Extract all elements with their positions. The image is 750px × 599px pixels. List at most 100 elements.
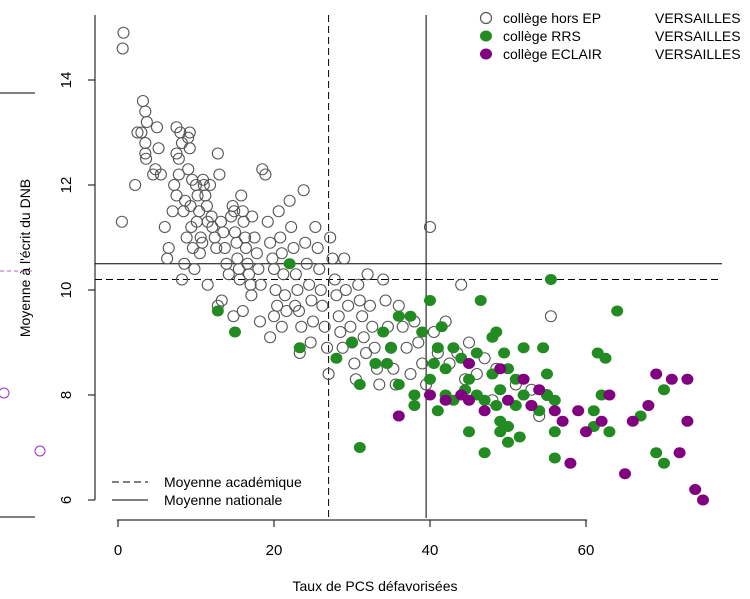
point-eclair-5 (463, 395, 475, 406)
point-hors-ep-99 (276, 248, 287, 259)
point-hors-ep-55 (205, 180, 216, 191)
point-hors-ep-49 (194, 248, 205, 259)
point-hors-ep-62 (215, 216, 226, 227)
point-hors-ep-131 (339, 253, 350, 264)
point-hors-ep-77 (238, 216, 249, 227)
point-hors-ep-70 (230, 227, 241, 238)
point-hors-ep-66 (223, 269, 234, 280)
point-hors-ep-54 (201, 201, 212, 212)
y-tick-label-8: 8 (58, 391, 75, 399)
point-hors-ep-22 (171, 190, 182, 201)
point-rrs-22 (432, 405, 444, 416)
point-hors-ep-140 (357, 311, 368, 322)
point-hors-ep-60 (212, 148, 223, 159)
point-hors-ep-16 (153, 143, 164, 154)
point-eclair-22 (650, 369, 662, 380)
point-hors-ep-115 (308, 316, 319, 327)
point-hors-ep-83 (246, 290, 257, 301)
point-rrs-9 (377, 327, 389, 338)
y-tick-label-14: 14 (58, 72, 75, 89)
point-hors-ep-14 (152, 122, 163, 133)
point-rrs-1 (212, 306, 224, 317)
point-rrs-24 (440, 363, 452, 374)
point-hors-ep-190 (305, 337, 316, 348)
point-hors-ep-144 (364, 300, 375, 311)
point-eclair-7 (494, 363, 506, 374)
point-hors-ep-1 (117, 43, 128, 54)
point-hors-ep-98 (275, 232, 286, 243)
legend-label-rrs: collège RRS (503, 28, 581, 44)
point-hors-ep-100 (278, 269, 289, 280)
point-rrs-58 (545, 274, 557, 285)
point-hors-ep-113 (304, 279, 315, 290)
point-rrs-30 (463, 374, 475, 385)
point-hors-ep-58 (209, 232, 220, 243)
point-eclair-18 (603, 390, 615, 401)
point-hors-ep-75 (236, 190, 247, 201)
point-eclair-27 (689, 484, 701, 495)
point-hors-ep-120 (317, 300, 328, 311)
point-hors-ep-187 (265, 332, 276, 343)
point-hors-ep-72 (232, 253, 243, 264)
legend-label-eclair: collège ECLAIR (503, 46, 602, 62)
point-eclair-26 (681, 416, 693, 427)
point-hors-ep-180 (545, 311, 556, 322)
point-hors-ep-158 (405, 369, 416, 380)
point-hors-ep-86 (251, 248, 262, 259)
point-eclair-15 (572, 405, 584, 416)
point-hors-ep-142 (361, 348, 372, 359)
point-eclair-0 (393, 411, 405, 422)
point-rrs-14 (405, 311, 417, 322)
point-rrs-55 (537, 342, 549, 353)
legend: collège hors EP VERSAILLES collège RRS V… (480, 10, 741, 62)
point-rrs-26 (447, 342, 459, 353)
point-hors-ep-92 (265, 237, 276, 248)
point-rrs-46 (502, 421, 514, 432)
point-eclair-24 (674, 447, 686, 458)
point-rrs-3 (294, 342, 306, 353)
legend-region-hors-ep: VERSAILLES (655, 10, 741, 26)
point-hors-ep-134 (345, 321, 356, 332)
point-hors-ep-192 (269, 311, 280, 322)
point-rrs-67 (603, 426, 615, 437)
point-hors-ep-143 (362, 269, 373, 280)
point-hors-ep-59 (211, 243, 222, 254)
point-rrs-13 (393, 379, 405, 390)
point-rrs-51 (518, 342, 530, 353)
point-hors-ep-21 (169, 180, 180, 191)
legend-region-rrs: VERSAILLES (655, 28, 741, 44)
point-hors-ep-146 (369, 342, 380, 353)
point-rrs-34 (475, 295, 487, 306)
point-hors-ep-79 (240, 243, 251, 254)
point-eclair-13 (557, 416, 569, 427)
point-hors-ep-160 (413, 337, 424, 348)
point-hors-ep-82 (245, 279, 256, 290)
point-hors-ep-148 (374, 379, 385, 390)
point-hors-ep-124 (325, 232, 336, 243)
point-eclair-23 (666, 374, 678, 385)
point-hors-ep-88 (255, 279, 266, 290)
point-hors-ep-138 (353, 279, 364, 290)
point-hors-ep-10 (140, 138, 151, 149)
point-eclair-12 (549, 405, 561, 416)
point-rrs-6 (354, 379, 366, 390)
point-hors-ep-52 (200, 190, 211, 201)
point-rrs-60 (549, 453, 561, 464)
point-rrs-47 (502, 437, 514, 448)
point-hors-ep-64 (219, 243, 230, 254)
point-hors-ep-0 (118, 27, 129, 38)
y-axis-title: Moyenne à l'écrit du DNB (17, 179, 33, 337)
point-hors-ep-31 (181, 232, 192, 243)
point-hors-ep-141 (358, 332, 369, 343)
point-hors-ep-20 (167, 206, 178, 217)
x-tick-label-20: 20 (266, 542, 283, 559)
x-tick-label-40: 40 (422, 542, 439, 559)
point-hors-ep-84 (247, 211, 258, 222)
point-eclair-17 (596, 416, 608, 427)
x-tick-label-60: 60 (578, 542, 595, 559)
point-hors-ep-111 (300, 237, 311, 248)
point-hors-ep-97 (273, 206, 284, 217)
point-rrs-41 (494, 384, 506, 395)
point-rrs-50 (514, 432, 526, 443)
